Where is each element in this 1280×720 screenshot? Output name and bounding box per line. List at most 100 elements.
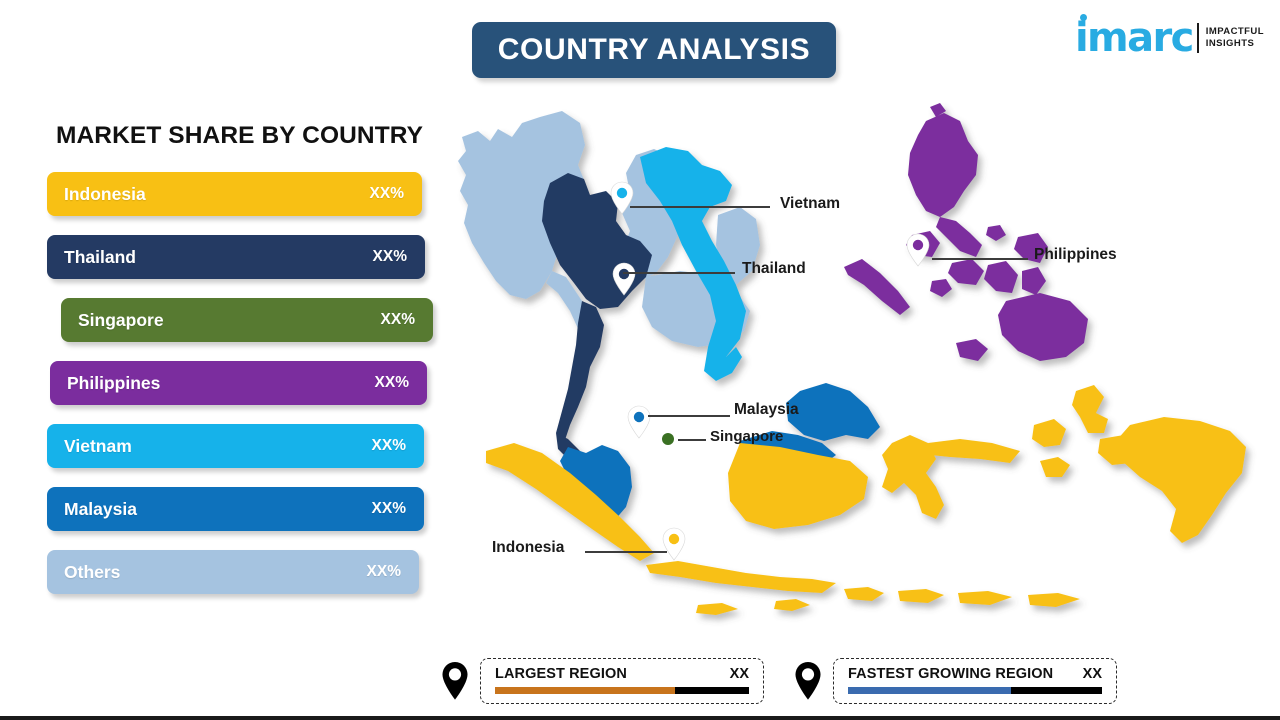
map-region-philippines-isl3	[930, 103, 946, 117]
map-region-others-southvietnam-edge	[716, 207, 760, 285]
page-title: COUNTRY ANALYSIS	[497, 33, 811, 66]
legend-label-largest: LARGEST REGION	[495, 666, 627, 682]
bar-value: XX%	[366, 563, 401, 580]
map-region-philippines-palawan	[844, 259, 910, 315]
leader-line-philippines	[932, 258, 1028, 260]
leader-line-thailand	[623, 272, 735, 274]
map-region-indonesia-kalimantan	[728, 443, 868, 529]
bar-value: XX%	[369, 185, 404, 202]
map-region-philippines-sulu	[956, 339, 988, 361]
map-region-philippines-luzon	[908, 113, 978, 217]
bar-item-vietnam[interactable]: Vietnam XX%	[47, 424, 424, 468]
map-region-indonesia-sunda5	[774, 599, 810, 611]
legend-progress-largest	[495, 687, 749, 694]
map-region-thailand-peninsula	[556, 301, 604, 443]
leader-line-vietnam	[630, 206, 770, 208]
map-label-philippines: Philippines	[1034, 246, 1117, 263]
legend-progress-fill	[495, 687, 676, 694]
legend-largest-region: LARGEST REGION XX	[440, 658, 764, 704]
leader-line-singapore	[678, 439, 706, 441]
map-region-indonesia-sunda2	[898, 589, 944, 603]
footer-rule	[0, 716, 1280, 720]
bar-label: Others	[64, 561, 121, 582]
legend-value-largest: XX	[729, 666, 749, 682]
map-pin-indonesia-icon[interactable]	[661, 527, 687, 561]
logo-tagline: IMPACTFUL INSIGHTS	[1206, 26, 1264, 50]
map-label-thailand: Thailand	[742, 260, 806, 277]
logo-wordmark: imarc	[1074, 14, 1194, 61]
leader-line-malaysia	[648, 415, 730, 417]
logo-tagline-line1: IMPACTFUL	[1205, 26, 1264, 37]
bar-value: XX%	[380, 311, 415, 328]
bar-value: XX%	[372, 248, 407, 265]
bar-item-philippines[interactable]: Philippines XX%	[50, 361, 427, 405]
bar-item-thailand[interactable]: Thailand XX%	[47, 235, 425, 279]
logo-divider	[1196, 23, 1199, 53]
map-region-indonesia-sunda1	[844, 587, 884, 601]
logo-tagline-line2: INSIGHTS	[1205, 38, 1255, 49]
market-share-bar-list: Indonesia XX% Thailand XX% Singapore XX%…	[47, 172, 433, 613]
map-pin-icon	[442, 662, 468, 700]
map-region-indonesia-sunda6	[696, 603, 738, 615]
bar-item-others[interactable]: Others XX%	[47, 550, 419, 594]
map-region-indonesia-maluku2	[1040, 457, 1070, 477]
page-title-banner: COUNTRY ANALYSIS	[472, 22, 836, 78]
logo-dot-icon	[1079, 14, 1087, 21]
bar-value: XX%	[374, 374, 409, 391]
legend-box-largest: LARGEST REGION XX	[480, 658, 764, 704]
legend-progress-fastest	[848, 687, 1102, 694]
bar-label: Thailand	[64, 246, 136, 267]
bar-item-indonesia[interactable]: Indonesia XX%	[47, 172, 422, 216]
map-dot-singapore-icon[interactable]	[662, 433, 674, 445]
map-region-indonesia-sunda4	[1028, 593, 1080, 607]
bar-value: XX%	[371, 500, 406, 517]
bar-label: Vietnam	[64, 435, 132, 456]
map-pin-thailand-icon[interactable]	[611, 262, 637, 296]
map-region-philippines-luzon-s	[936, 217, 982, 257]
map-label-singapore: Singapore	[710, 428, 784, 445]
map-region-others-myanmar	[458, 111, 586, 299]
map-region-indonesia-halmahera	[1072, 385, 1108, 433]
footer-legend: LARGEST REGION XX FASTEST GROWING REGION…	[0, 652, 1280, 712]
map-region-indonesia-maluku1	[1032, 419, 1066, 447]
map-region-philippines-panay	[948, 259, 984, 285]
legend-box-fastest: FASTEST GROWING REGION XX	[833, 658, 1117, 704]
map-pin-malaysia-icon[interactable]	[626, 405, 652, 439]
map-label-vietnam: Vietnam	[780, 195, 841, 212]
map-label-indonesia: Indonesia	[492, 539, 565, 556]
logo-wordmark-text: imarc	[1074, 15, 1194, 61]
map-region-indonesia-sulawesi	[882, 435, 944, 519]
map-region-philippines-mindanao	[998, 293, 1088, 361]
bar-item-singapore[interactable]: Singapore XX%	[61, 298, 433, 342]
market-share-heading: MARKET SHARE BY COUNTRY	[56, 122, 424, 149]
legend-progress-fill	[848, 687, 1011, 694]
map-region-philippines-isl2	[986, 225, 1006, 241]
southeast-asia-map: Vietnam Thailand Philippines Malaysia Si…	[440, 95, 1260, 640]
map-region-philippines-leyte	[1022, 267, 1046, 295]
map-region-indonesia-sulawesi-arm	[928, 439, 1020, 463]
map-region-indonesia-papua-w	[1098, 435, 1140, 465]
map-region-indonesia-sunda3	[958, 591, 1012, 605]
map-region-malaysia-borneo	[786, 383, 880, 441]
map-svg	[458, 103, 1246, 615]
map-pin-vietnam-icon[interactable]	[609, 181, 635, 215]
bar-label: Indonesia	[64, 183, 146, 204]
bar-item-malaysia[interactable]: Malaysia XX%	[47, 487, 424, 531]
map-region-indonesia-sumatra	[486, 443, 654, 561]
bar-value: XX%	[371, 437, 406, 454]
map-region-indonesia-papua	[1116, 417, 1246, 543]
map-region-philippines-samar	[1014, 233, 1048, 263]
imarc-logo: imarc IMPACTFUL INSIGHTS	[1074, 14, 1264, 61]
legend-fastest-growing-region: FASTEST GROWING REGION XX	[793, 658, 1117, 704]
map-pin-philippines-icon[interactable]	[905, 233, 931, 267]
map-region-philippines-negros	[984, 261, 1018, 293]
legend-value-fastest: XX	[1082, 666, 1102, 682]
map-region-indonesia-java	[646, 561, 836, 593]
map-region-vietnam	[640, 147, 746, 377]
legend-label-fastest: FASTEST GROWING REGION	[848, 666, 1054, 682]
leader-line-indonesia	[585, 551, 667, 553]
bar-label: Singapore	[78, 309, 164, 330]
bar-label: Malaysia	[64, 498, 137, 519]
map-region-vietnam-delta	[704, 347, 742, 381]
